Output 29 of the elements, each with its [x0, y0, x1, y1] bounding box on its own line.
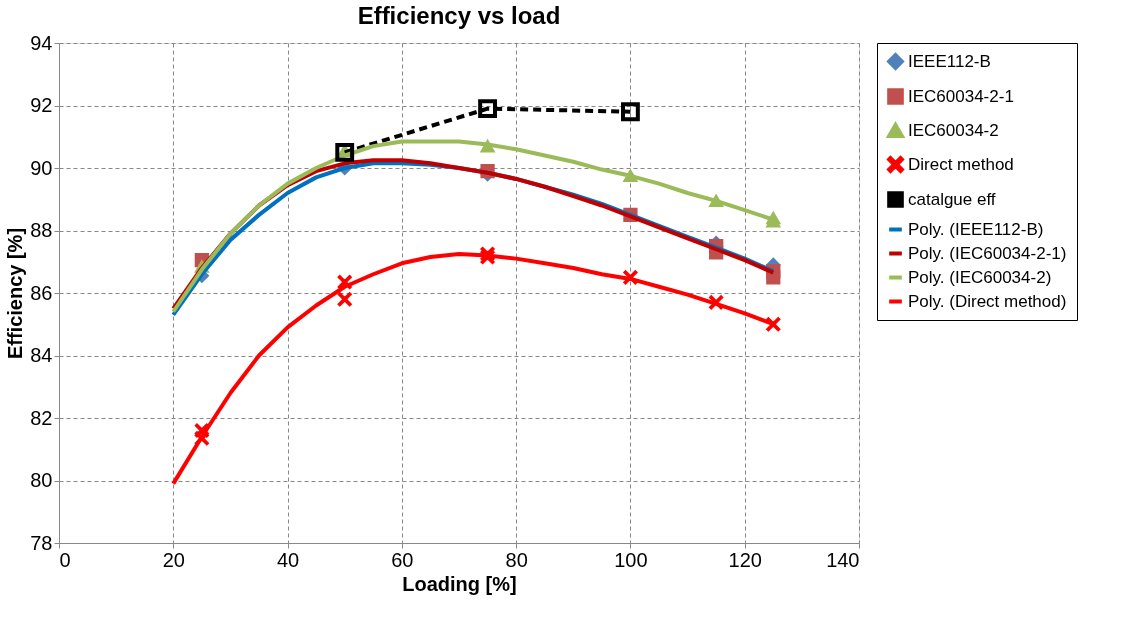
- y-tick-label: 94: [30, 31, 53, 54]
- y-axis-title: Efficiency [%]: [4, 227, 27, 360]
- y-tick-label: 84: [30, 344, 53, 366]
- legend-label: IEC60034-2-1: [908, 86, 1014, 106]
- y-tick-label: 90: [30, 156, 53, 179]
- x-tick-label: 20: [162, 548, 185, 571]
- y-tick-label: 86: [30, 281, 53, 304]
- x-tick-label: 80: [505, 548, 528, 571]
- x-axis-title: Loading [%]: [402, 572, 517, 595]
- x-tick-label: 120: [728, 548, 762, 571]
- y-tick-label: 92: [30, 94, 53, 116]
- legend-label: Poly. (IEEE112-B): [908, 219, 1044, 239]
- y-tick-label: 88: [30, 219, 53, 241]
- x-tick-label: 60: [391, 548, 414, 571]
- legend-label: IEEE112-B: [908, 51, 991, 71]
- x-tick-label: 100: [614, 548, 648, 571]
- legend-label: Direct method: [908, 154, 1014, 174]
- x-tick-label: 0: [59, 548, 71, 571]
- y-tick-label: 80: [30, 469, 53, 491]
- y-tick-label: 82: [30, 406, 53, 429]
- legend-label: Poly. (IEC60034-2): [908, 267, 1052, 287]
- y-tick-label: 78: [30, 531, 53, 554]
- legend-label: Poly. (Direct method): [908, 291, 1067, 311]
- chart-title: Efficiency vs load: [357, 2, 561, 29]
- legend-label: Poly. (IEC60034-2-1): [908, 243, 1067, 263]
- legend-label: IEC60034-2: [908, 120, 999, 140]
- x-tick-label: 40: [276, 548, 300, 571]
- legend-label: catalgue eff: [908, 189, 996, 209]
- x-tick-label: 140: [826, 548, 860, 571]
